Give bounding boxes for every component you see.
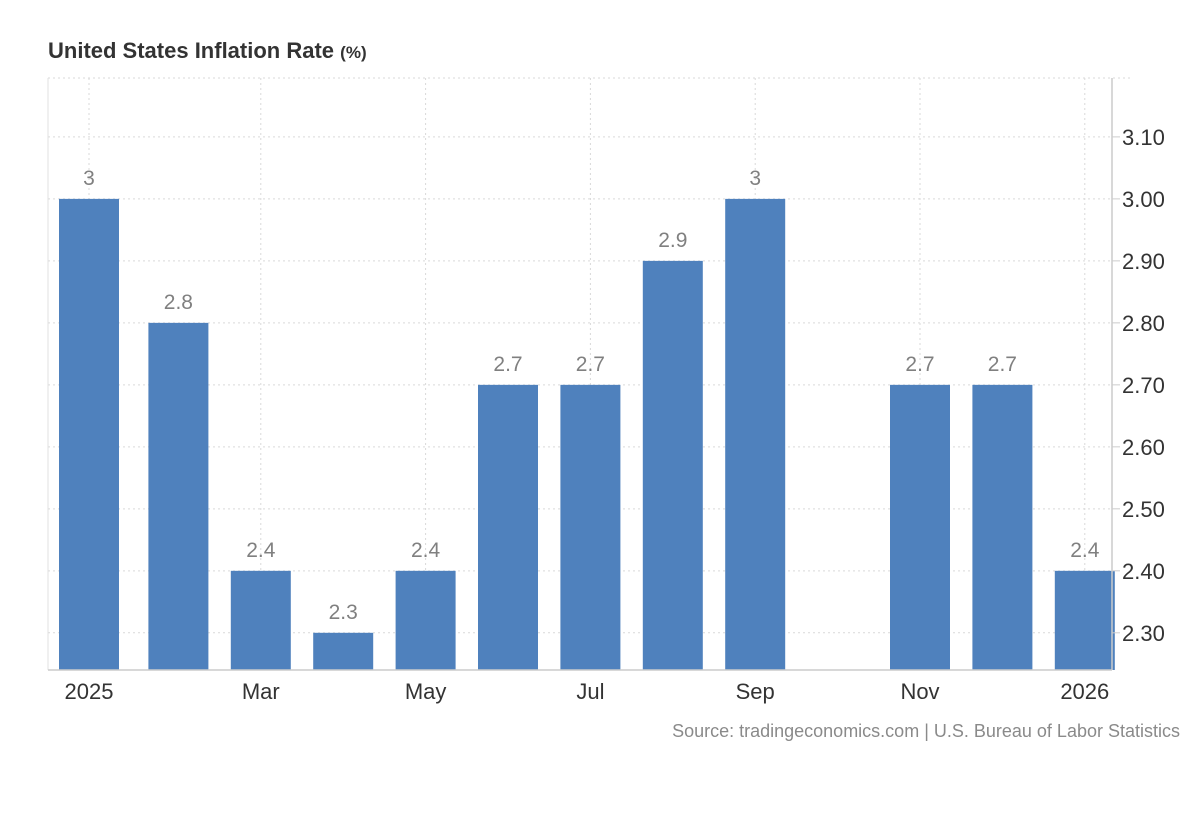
- bar-value-label: 3: [749, 167, 761, 190]
- y-tick-label: 2.40: [1122, 559, 1165, 584]
- bar: [148, 322, 209, 670]
- chart-title: United States Inflation Rate (%): [48, 38, 367, 64]
- y-tick-label: 2.90: [1122, 249, 1165, 274]
- bar: [395, 570, 456, 670]
- x-tick-label: Nov: [900, 679, 939, 704]
- y-tick-label: 3.00: [1122, 187, 1165, 212]
- bar-value-label: 2.9: [658, 229, 687, 252]
- y-tick-label: 2.80: [1122, 311, 1165, 336]
- y-tick-label: 2.70: [1122, 373, 1165, 398]
- bar: [890, 384, 950, 670]
- x-tick-label: 2025: [65, 679, 114, 704]
- bar: [725, 198, 786, 670]
- bar: [478, 384, 538, 670]
- bar-value-label: 2.7: [493, 353, 522, 376]
- y-tick-label: 2.60: [1122, 435, 1165, 460]
- bar-value-label: 2.7: [988, 353, 1017, 376]
- bar: [313, 632, 374, 670]
- y-tick-label: 2.50: [1122, 497, 1165, 522]
- bar-value-label: 2.7: [905, 353, 934, 376]
- bar-value-label: 2.4: [1070, 539, 1100, 562]
- bar-value-label: 3: [83, 167, 95, 190]
- bar: [972, 384, 1033, 670]
- source-note: Source: tradingeconomics.com | U.S. Bure…: [672, 721, 1180, 741]
- bar: [1054, 570, 1115, 670]
- bar-value-label: 2.8: [164, 291, 193, 314]
- bar: [560, 384, 621, 670]
- y-tick-label: 2.30: [1122, 621, 1165, 646]
- bar: [59, 198, 119, 670]
- bar-value-label: 2.4: [411, 539, 441, 562]
- bar: [642, 260, 703, 670]
- x-tick-label: May: [405, 679, 447, 704]
- x-tick-label: 2026: [1060, 679, 1109, 704]
- bar: [230, 570, 291, 670]
- y-tick-label: 3.10: [1122, 125, 1165, 150]
- bar-value-label: 2.4: [246, 539, 276, 562]
- x-tick-label: Mar: [242, 679, 280, 704]
- x-tick-label: Sep: [736, 679, 775, 704]
- bar-value-label: 2.3: [329, 601, 358, 624]
- chart-title-text: United States Inflation Rate: [48, 38, 335, 63]
- chart-title-unit: (%): [340, 43, 367, 62]
- x-tick-label: Jul: [576, 679, 604, 704]
- bar-value-label: 2.7: [576, 353, 605, 376]
